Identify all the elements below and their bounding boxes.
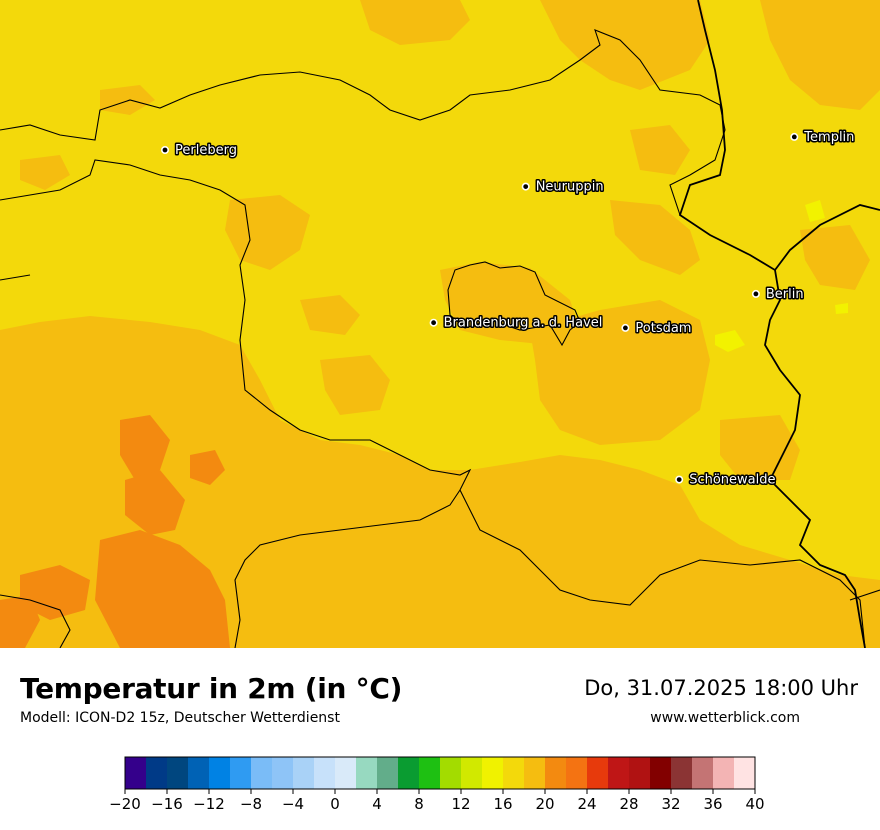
legend-swatch-17 <box>482 757 504 789</box>
legend-swatch-5 <box>230 757 252 789</box>
legend-swatch-20 <box>545 757 567 789</box>
city-label-neuruppin: Neuruppin <box>536 180 604 195</box>
city-marker-berlin[interactable] <box>751 289 760 298</box>
legend-swatch-22 <box>587 757 609 789</box>
website-link[interactable]: www.wetterblick.com <box>650 710 800 726</box>
city-marker-neuruppin[interactable] <box>521 182 530 191</box>
legend-swatch-2 <box>167 757 189 789</box>
legend-swatch-29 <box>734 757 756 789</box>
legend-swatch-24 <box>629 757 651 789</box>
legend-tick-label-12: 28 <box>619 795 638 813</box>
city-marker-potsdam[interactable] <box>621 323 630 332</box>
legend-swatch-21 <box>566 757 588 789</box>
legend-swatch-19 <box>524 757 546 789</box>
legend-tick-label-11: 24 <box>577 795 596 813</box>
legend-swatch-27 <box>692 757 714 789</box>
legend-swatch-7 <box>272 757 294 789</box>
legend-swatch-4 <box>209 757 231 789</box>
legend-swatch-10 <box>335 757 357 789</box>
legend-swatch-28 <box>713 757 735 789</box>
legend-tick-label-4: −4 <box>282 795 304 813</box>
temperature-field-20-22 <box>0 415 230 648</box>
legend-frame <box>124 756 756 790</box>
legend-swatch-14 <box>419 757 441 789</box>
legend-tick-label-6: 4 <box>372 795 382 813</box>
city-marker-perleberg[interactable] <box>161 146 170 155</box>
legend-tick-label-14: 36 <box>703 795 722 813</box>
temperature-field-18-20 <box>0 0 880 648</box>
forecast-datetime: Do, 31.07.2025 18:00 Uhr <box>584 676 858 700</box>
model-info: Modell: ICON-D2 15z, Deutscher Wetterdie… <box>20 710 340 726</box>
legend-swatch-3 <box>188 757 210 789</box>
legend-tick-label-8: 12 <box>451 795 470 813</box>
city-marker-schönewalde[interactable] <box>675 475 684 484</box>
legend-swatch-11 <box>356 757 378 789</box>
legend-swatch-13 <box>398 757 420 789</box>
legend-swatch-26 <box>671 757 693 789</box>
legend-swatch-6 <box>251 757 273 789</box>
legend-tick-label-3: −8 <box>240 795 262 813</box>
legend-swatch-25 <box>650 757 672 789</box>
legend-tick-label-7: 8 <box>414 795 424 813</box>
legend-tick-label-13: 32 <box>661 795 680 813</box>
temperature-legend: −20 −16 −12 −8 −4 0 4 8 12 16 20 24 28 32 36 40 <box>109 755 770 825</box>
temperature-field-14-16 <box>715 200 848 352</box>
legend-swatch-1 <box>146 757 168 789</box>
legend-tick-label-5: 0 <box>330 795 340 813</box>
legend-swatch-12 <box>377 757 399 789</box>
city-marker-brandenburg-a-d-havel[interactable] <box>429 318 438 327</box>
legend-tick-label-10: 20 <box>535 795 554 813</box>
city-label-potsdam: Potsdam <box>635 321 691 336</box>
legend-tick-label-9: 16 <box>493 795 512 813</box>
city-label-perleberg: Perleberg <box>175 143 237 158</box>
district-borders <box>0 29 880 648</box>
legend-swatch-9 <box>314 757 336 789</box>
legend-tick-label-2: −12 <box>193 795 225 813</box>
legend-tick-label-15: 40 <box>745 795 764 813</box>
map-title: Temperatur in 2m (in °C) <box>20 672 403 705</box>
legend-swatch-16 <box>461 757 483 789</box>
national-border <box>678 0 880 648</box>
legend-swatch-15 <box>440 757 462 789</box>
city-marker-templin[interactable] <box>790 132 799 141</box>
legend-tick-label-0: −20 <box>110 795 141 813</box>
legend-swatch-8 <box>293 757 315 789</box>
city-label-berlin: Berlin <box>766 287 804 302</box>
city-markers: PerlebergTemplinNeuruppinEberswaldeBerli… <box>161 128 856 489</box>
legend-swatch-18 <box>503 757 525 789</box>
map-footer: Temperatur in 2m (in °C) Modell: ICON-D2… <box>0 648 880 830</box>
legend-swatch-0 <box>125 757 147 789</box>
temperature-map[interactable]: PerlebergTemplinNeuruppinEberswaldeBerli… <box>0 0 880 648</box>
city-label-brandenburg-a-d-havel: Brandenburg a. d. Havel <box>444 316 603 331</box>
city-label-templin: Templin <box>803 130 854 145</box>
legend-swatch-23 <box>608 757 630 789</box>
legend-tick-label-1: −16 <box>151 795 183 813</box>
city-label-schönewalde: Schönewalde <box>689 473 775 488</box>
